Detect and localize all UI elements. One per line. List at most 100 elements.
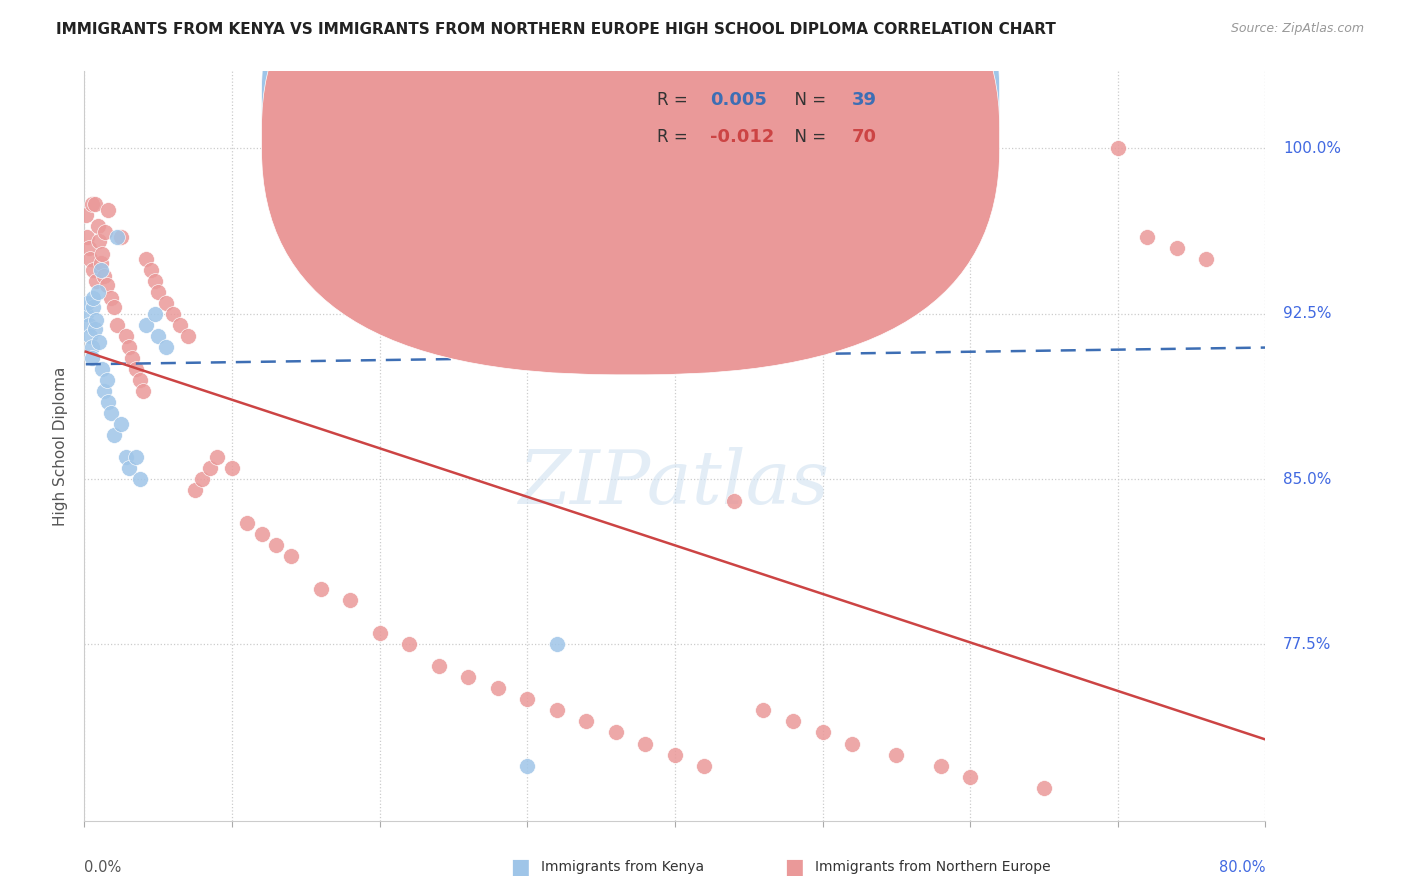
Text: 0.005: 0.005 [710,91,768,109]
Point [94,225,117,239]
Point [93,269,115,284]
Point [546,637,568,651]
Text: R =: R = [657,128,693,146]
Point [86,285,108,299]
Point [250,527,273,541]
Point [114,450,136,464]
Point [929,758,952,772]
Point [205,450,228,464]
Point [129,472,152,486]
Point [191,472,214,486]
Text: 0.0%: 0.0% [84,860,121,875]
Point [118,461,141,475]
Point [664,747,686,762]
Point [97,395,120,409]
Point [129,373,152,387]
Point [664,307,686,321]
Point [139,262,162,277]
Point [1107,141,1129,155]
Point [103,428,125,442]
Point [125,362,148,376]
Point [634,737,657,751]
Point [148,285,170,299]
Point [162,307,184,321]
Point [959,770,981,784]
Point [87,335,111,350]
Point [339,593,361,607]
Point [169,318,191,332]
Point [100,406,122,420]
Point [87,234,111,248]
Point [121,351,143,365]
Point [309,582,332,597]
Text: ■: ■ [510,857,530,877]
Point [76,229,98,244]
Point [457,670,479,684]
Point [90,262,112,277]
Point [82,262,104,277]
Point [264,538,288,552]
Point [82,300,104,314]
Point [77,241,100,255]
Point [79,328,101,343]
Point [155,340,177,354]
Text: 100.0%: 100.0% [1284,141,1341,156]
Text: 85.0%: 85.0% [1284,472,1331,486]
Point [79,252,101,266]
Point [486,681,509,696]
Text: 92.5%: 92.5% [1284,306,1331,321]
Point [1136,229,1159,244]
Point [427,659,450,673]
Point [135,318,157,332]
Point [84,313,107,327]
Point [827,141,849,155]
Point [75,307,97,321]
Point [841,737,863,751]
Text: 70: 70 [852,128,877,146]
Point [125,450,148,464]
Point [516,692,538,706]
Point [132,384,155,398]
Point [886,747,908,762]
Text: N =: N = [783,128,831,146]
Point [575,714,598,729]
Point [546,703,568,717]
Point [516,758,538,772]
Point [693,758,716,772]
Text: ■: ■ [785,857,804,877]
Point [605,725,627,739]
Point [796,307,818,321]
Text: ZIPatlas: ZIPatlas [519,447,831,520]
Point [530,318,553,332]
Point [82,291,104,305]
Point [96,373,118,387]
Point [1032,780,1054,795]
Point [91,362,114,376]
Point [177,328,200,343]
Point [135,252,157,266]
Text: R =: R = [657,91,693,109]
Point [184,483,207,497]
Point [221,461,243,475]
Text: 39: 39 [852,91,877,109]
Text: Source: ZipAtlas.com: Source: ZipAtlas.com [1230,22,1364,36]
Point [143,274,166,288]
Text: 80.0%: 80.0% [1219,860,1265,875]
Point [90,256,112,270]
Point [84,274,107,288]
Point [398,637,420,651]
Point [118,340,141,354]
Point [591,295,613,310]
Point [811,725,834,739]
Point [91,247,114,261]
Point [738,295,761,310]
Point [723,494,745,508]
Point [80,196,103,211]
Text: IMMIGRANTS FROM KENYA VS IMMIGRANTS FROM NORTHERN EUROPE HIGH SCHOOL DIPLOMA COR: IMMIGRANTS FROM KENYA VS IMMIGRANTS FROM… [56,22,1056,37]
Point [155,295,177,310]
Point [100,291,122,305]
FancyBboxPatch shape [262,0,1000,337]
Point [96,278,118,293]
Point [280,549,302,564]
Point [143,307,166,321]
